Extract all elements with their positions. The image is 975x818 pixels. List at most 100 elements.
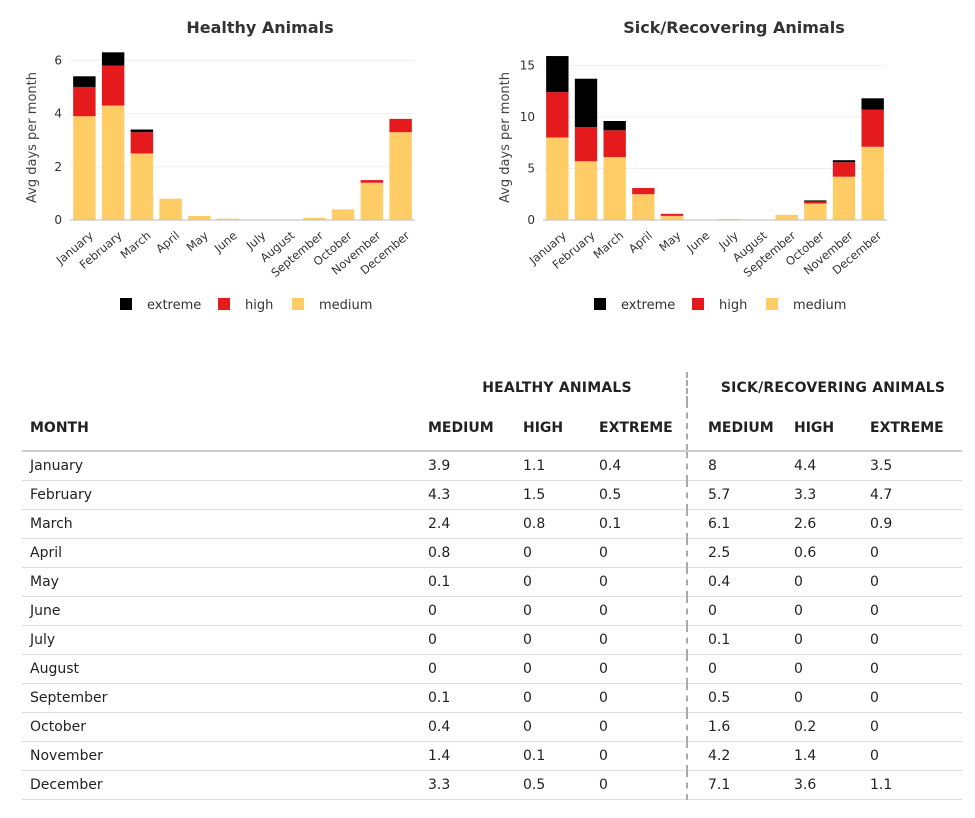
group-header-healthy: HEALTHY ANIMALS bbox=[482, 380, 632, 396]
y-axis-label: Avg days per month bbox=[498, 72, 513, 203]
legend-item-extreme[interactable]: extreme bbox=[594, 298, 675, 313]
cell-sick-extreme: 4.7 bbox=[862, 480, 963, 510]
column-header-month: MONTH bbox=[22, 402, 420, 452]
cell-sick-medium: 0.4 bbox=[686, 567, 786, 597]
cell-healthy-medium: 0.1 bbox=[420, 567, 515, 597]
cell-healthy-medium: 3.9 bbox=[420, 451, 515, 481]
cell-month: May bbox=[22, 567, 420, 597]
legend-item-medium[interactable]: medium bbox=[292, 298, 372, 313]
cell-sick-high: 0 bbox=[786, 625, 862, 655]
bar-medium-march bbox=[603, 157, 626, 220]
sick-recovering-animals-chart: Sick/Recovering Animals Avg days per mont… bbox=[498, 18, 887, 313]
cell-healthy-extreme: 0 bbox=[591, 567, 687, 597]
cell-healthy-medium: 3.3 bbox=[420, 770, 515, 800]
bar-high-march bbox=[603, 130, 626, 158]
x-tick-label: May bbox=[184, 228, 211, 254]
y-tick-label: 10 bbox=[520, 110, 535, 124]
legend-swatch bbox=[218, 298, 230, 310]
cell-healthy-extreme: 0 bbox=[591, 538, 687, 568]
cell-month: October bbox=[22, 712, 420, 742]
cell-healthy-high: 0 bbox=[515, 567, 591, 597]
bar-medium-september bbox=[775, 214, 798, 220]
legend-swatch bbox=[120, 298, 132, 310]
bar-medium-march bbox=[130, 153, 154, 220]
y-tick-label: 4 bbox=[54, 107, 62, 121]
cell-month: December bbox=[22, 770, 420, 800]
cell-sick-high: 0.2 bbox=[786, 712, 862, 742]
y-axis-label: Avg days per month bbox=[25, 72, 40, 203]
cell-sick-high: 0 bbox=[786, 567, 862, 597]
cell-healthy-high: 0 bbox=[515, 654, 591, 684]
bar-medium-november bbox=[360, 182, 384, 220]
legend-label: high bbox=[719, 298, 747, 313]
table-row: November 1.4 0.1 0 4.2 1.4 0 bbox=[22, 741, 963, 771]
cell-sick-medium: 0 bbox=[686, 654, 786, 684]
cell-sick-medium: 1.6 bbox=[686, 712, 786, 742]
column-header-sick-high: HIGH bbox=[786, 402, 862, 452]
legend-label: medium bbox=[793, 298, 846, 313]
bar-high-february bbox=[101, 65, 125, 106]
legend-label: extreme bbox=[621, 298, 675, 313]
cell-sick-medium: 5.7 bbox=[686, 480, 786, 510]
bar-medium-april bbox=[159, 198, 182, 220]
x-tick-label: April bbox=[626, 228, 655, 256]
cell-month: November bbox=[22, 741, 420, 771]
cell-healthy-extreme: 0 bbox=[591, 741, 687, 771]
cell-month: March bbox=[22, 509, 420, 539]
cell-healthy-extreme: 0.5 bbox=[591, 480, 687, 510]
bar-extreme-november bbox=[832, 160, 856, 163]
bar-medium-october bbox=[331, 209, 355, 220]
legend-item-extreme[interactable]: extreme bbox=[120, 298, 201, 313]
bar-high-april bbox=[632, 188, 655, 195]
cell-sick-extreme: 0 bbox=[862, 538, 963, 568]
legend-item-high[interactable]: high bbox=[692, 298, 747, 313]
cell-healthy-high: 1.5 bbox=[515, 480, 591, 510]
cell-sick-extreme: 0 bbox=[862, 654, 963, 684]
legend-item-medium[interactable]: medium bbox=[766, 298, 846, 313]
cell-sick-medium: 0 bbox=[686, 596, 786, 626]
bar-extreme-january bbox=[73, 76, 96, 87]
legend-swatch bbox=[594, 298, 606, 310]
cell-healthy-high: 0 bbox=[515, 538, 591, 568]
cell-month: April bbox=[22, 538, 420, 568]
cell-healthy-high: 0.1 bbox=[515, 741, 591, 771]
cell-sick-medium: 4.2 bbox=[686, 741, 786, 771]
bar-extreme-february bbox=[101, 52, 125, 66]
cell-month: July bbox=[22, 625, 420, 655]
bar-high-december bbox=[389, 118, 412, 133]
legend-swatch bbox=[766, 298, 778, 310]
y-tick-label: 15 bbox=[520, 58, 535, 72]
chart-title: Sick/Recovering Animals bbox=[623, 18, 844, 37]
column-header-sick-medium: MEDIUM bbox=[686, 402, 786, 452]
y-tick-label: 2 bbox=[54, 160, 62, 174]
cell-healthy-medium: 4.3 bbox=[420, 480, 515, 510]
cell-sick-high: 1.4 bbox=[786, 741, 862, 771]
legend-swatch bbox=[692, 298, 704, 310]
legend-label: medium bbox=[319, 298, 372, 313]
cell-sick-high: 0 bbox=[786, 654, 862, 684]
cell-healthy-high: 0.8 bbox=[515, 509, 591, 539]
bar-medium-february bbox=[574, 161, 598, 220]
bar-medium-april bbox=[632, 194, 655, 220]
cell-healthy-high: 0 bbox=[515, 712, 591, 742]
cell-month: September bbox=[22, 683, 420, 713]
legend-item-high[interactable]: high bbox=[218, 298, 273, 313]
cell-month: January bbox=[22, 451, 420, 481]
chart-title: Healthy Animals bbox=[186, 18, 333, 37]
table-row: August 0 0 0 0 0 0 bbox=[22, 654, 963, 684]
table-row: October 0.4 0 0 1.6 0.2 0 bbox=[22, 712, 963, 742]
bar-medium-may bbox=[660, 215, 684, 220]
table-row: February 4.3 1.5 0.5 5.7 3.3 4.7 bbox=[22, 480, 963, 510]
bar-high-january bbox=[73, 86, 96, 117]
bar-medium-october bbox=[804, 203, 827, 220]
y-tick-label: 5 bbox=[527, 161, 535, 175]
cell-month: June bbox=[22, 596, 420, 626]
cell-healthy-medium: 0 bbox=[420, 596, 515, 626]
bar-medium-december bbox=[389, 132, 412, 220]
cell-sick-extreme: 0 bbox=[862, 625, 963, 655]
bar-medium-september bbox=[303, 217, 326, 220]
cell-healthy-high: 0 bbox=[515, 596, 591, 626]
bar-high-january bbox=[546, 92, 569, 138]
bar-extreme-march bbox=[603, 121, 626, 131]
